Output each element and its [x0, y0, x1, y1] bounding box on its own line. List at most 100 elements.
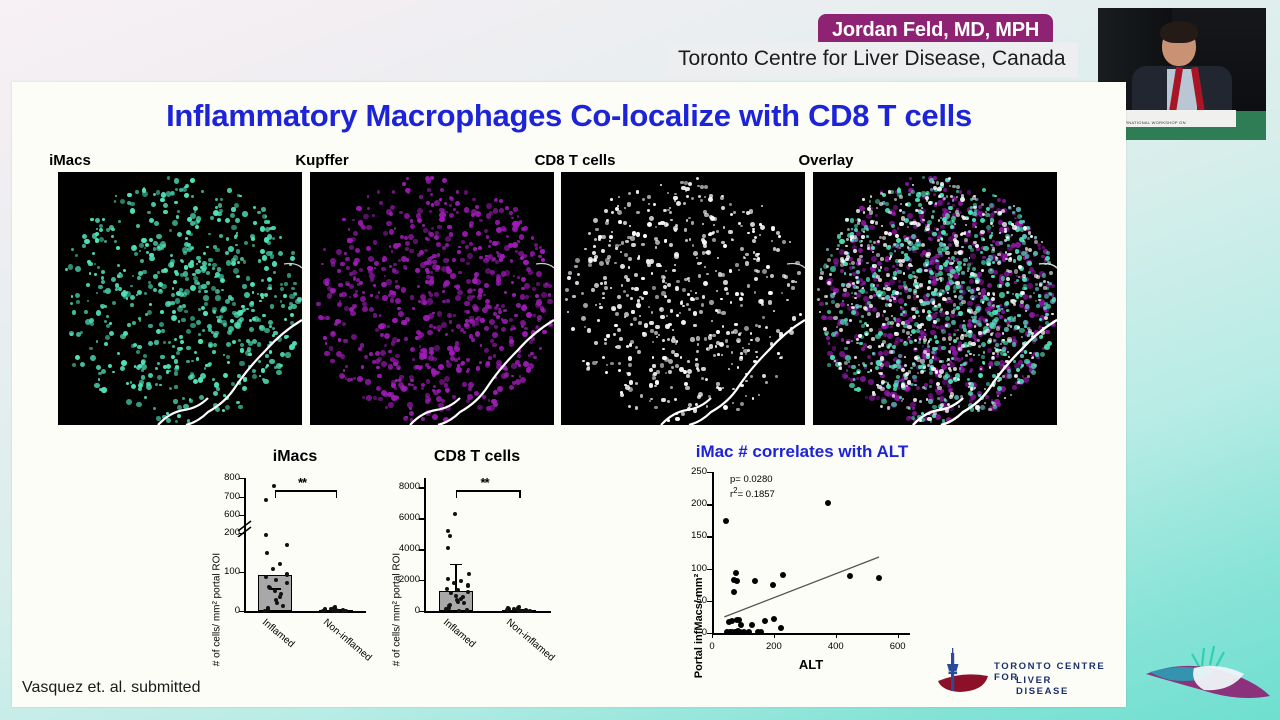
- micrograph-panel-kupffer[interactable]: [310, 172, 554, 425]
- cell-dot: [509, 385, 515, 391]
- bracket-tick-right: [519, 490, 521, 498]
- cell-dot: [520, 255, 525, 260]
- cell-dot: [483, 282, 490, 289]
- cell-dot: [392, 190, 396, 194]
- cell-dot: [927, 393, 933, 399]
- cell-dot: [1020, 348, 1025, 353]
- y-tick-label: 700: [224, 490, 240, 502]
- error-cap: [449, 563, 462, 566]
- cell-dot: [374, 328, 379, 333]
- cell-dot: [700, 237, 706, 242]
- micrograph-panel-imacs[interactable]: [58, 172, 302, 425]
- cell-dot: [388, 245, 392, 248]
- cell-dot: [953, 329, 958, 333]
- cell-dot: [613, 333, 617, 337]
- cell-dot: [620, 284, 623, 287]
- cell-dot: [896, 226, 900, 230]
- cell-dot: [652, 364, 656, 368]
- cell-dot: [861, 347, 866, 352]
- bar-chart-imacs[interactable]: 0 100 200 600 700 800 # of cells/ mm² portal R…: [202, 472, 374, 666]
- cell-dot: [500, 318, 504, 321]
- cell-dot: [518, 234, 525, 240]
- cell-dot: [272, 326, 276, 330]
- cell-dot: [227, 361, 231, 364]
- cell-dot: [420, 417, 425, 422]
- cell-dot: [504, 244, 511, 251]
- cell-dot: [174, 367, 179, 372]
- cell-dot: [272, 334, 275, 337]
- cell-dot: [941, 379, 948, 386]
- cell-dot: [251, 373, 258, 379]
- cell-dot: [479, 361, 483, 365]
- cell-dot: [495, 250, 499, 254]
- cell-dot: [370, 294, 373, 297]
- cell-dot: [475, 279, 481, 285]
- cell-dot: [675, 224, 679, 228]
- cell-dot: [186, 345, 191, 351]
- cell-dot: [1037, 242, 1042, 247]
- cell-dot: [263, 219, 269, 224]
- cell-dot: [500, 271, 507, 277]
- cell-dot: [494, 198, 498, 202]
- cell-dot: [268, 226, 273, 231]
- cell-dot: [148, 372, 153, 378]
- cell-dot: [190, 178, 195, 183]
- cell-dot: [538, 254, 542, 258]
- micrograph-panel-cd8[interactable]: [561, 172, 805, 425]
- micrograph-panel-overlay[interactable]: [813, 172, 1057, 425]
- cell-dot: [438, 403, 444, 409]
- significance-stars: **: [298, 475, 307, 490]
- cell-dot: [147, 283, 153, 289]
- cell-dot: [222, 373, 228, 379]
- cell-dot: [511, 216, 515, 220]
- cell-dot: [879, 366, 883, 370]
- data-point: [453, 512, 458, 517]
- cell-dot: [328, 346, 334, 351]
- cell-dot: [346, 238, 352, 243]
- cell-dot: [212, 378, 215, 382]
- cell-dot: [687, 360, 690, 363]
- cell-dot: [136, 401, 142, 408]
- cell-dot: [162, 243, 166, 248]
- cell-dot: [386, 209, 392, 215]
- cell-dot: [97, 265, 101, 269]
- cell-dot: [537, 315, 543, 320]
- cell-dot: [182, 304, 186, 308]
- cell-dot: [435, 242, 441, 248]
- cell-dot: [449, 356, 455, 362]
- cell-dot: [864, 306, 871, 313]
- cell-dot: [473, 320, 479, 326]
- cell-dot: [572, 295, 576, 299]
- cell-dot: [595, 304, 598, 307]
- cell-dot: [969, 358, 974, 362]
- cell-dot: [225, 298, 231, 304]
- cell-dot: [253, 316, 259, 323]
- cell-dot: [291, 340, 297, 347]
- cell-dot: [615, 311, 620, 316]
- cell-dot: [606, 363, 609, 366]
- cell-dot: [573, 264, 578, 269]
- cell-dot: [111, 235, 114, 238]
- cell-dot: [337, 338, 341, 342]
- y-axis: [244, 478, 246, 611]
- cell-dot: [378, 313, 382, 317]
- scatter-chart-alt[interactable]: 0 50 100 150 200 250 0 200 400 600 Portal infMacs/…: [652, 464, 952, 679]
- bar-chart-cd8[interactable]: 0 2000 4000 6000 8000 # of cells/ mm² portal …: [382, 472, 557, 666]
- cell-dot: [704, 185, 709, 190]
- cell-dot: [178, 187, 184, 193]
- cell-dot: [230, 224, 237, 231]
- cell-dot: [442, 299, 446, 304]
- cell-dot: [99, 388, 103, 391]
- cell-dot: [330, 289, 335, 294]
- cell-dot: [784, 275, 788, 279]
- cell-dot: [602, 296, 605, 300]
- speaker-video-thumbnail[interactable]: INTERNATIONAL WORKSHOP ON: [1098, 8, 1266, 140]
- cell-dot: [897, 386, 901, 390]
- cell-dot: [520, 294, 526, 300]
- cell-dot: [484, 229, 489, 234]
- cell-dot: [245, 307, 249, 311]
- cell-dot: [196, 320, 201, 325]
- cell-dot: [626, 278, 630, 282]
- cell-dot: [716, 341, 720, 346]
- cell-dot: [432, 259, 437, 265]
